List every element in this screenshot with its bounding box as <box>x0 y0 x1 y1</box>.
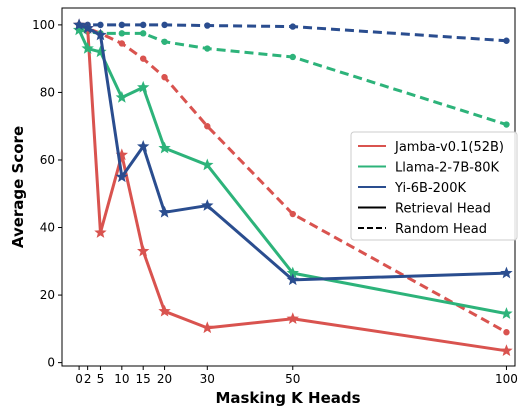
data-point <box>503 329 510 336</box>
data-point <box>137 80 150 93</box>
x-tick-label: 15 <box>136 372 151 386</box>
data-point <box>118 40 126 47</box>
data-point <box>289 53 296 61</box>
data-point <box>139 55 147 62</box>
data-point <box>500 266 513 279</box>
legend-label: Random Head <box>395 222 487 237</box>
data-point <box>115 148 129 161</box>
x-tick-label: 100 <box>495 372 518 386</box>
data-point <box>118 21 126 29</box>
legend-box <box>350 131 518 241</box>
data-point <box>201 158 214 171</box>
data-point <box>118 30 126 37</box>
data-point <box>289 210 296 218</box>
legend-label: Retrieval Head <box>395 202 491 217</box>
data-point <box>204 22 211 29</box>
data-point <box>503 121 510 128</box>
data-point <box>201 321 214 334</box>
data-point <box>139 21 147 29</box>
data-point <box>161 21 168 29</box>
data-point <box>201 199 214 211</box>
x-axis-ticks: 0 2 5 10 15 20 30 50 100 <box>75 366 518 386</box>
y-tick-label: 40 <box>40 221 55 235</box>
data-point <box>161 74 168 81</box>
data-point <box>72 18 86 31</box>
data-point <box>94 226 107 238</box>
y-tick-label: 80 <box>40 85 55 99</box>
data-point <box>289 23 296 30</box>
x-tick-label: 2 <box>84 372 92 386</box>
series-llama-2-7b-80k-retrieval <box>72 23 513 319</box>
data-point <box>72 23 86 36</box>
data-point <box>81 21 94 34</box>
data-point <box>503 37 510 44</box>
data-point <box>94 28 107 41</box>
legend-label: Jamba-v0.1(52B) <box>394 140 504 155</box>
data-point <box>500 344 513 357</box>
data-point <box>81 42 94 54</box>
y-axis-label: Average Score <box>9 126 27 248</box>
y-axis-ticks: 0 20 40 60 80 100 <box>32 18 62 370</box>
y-tick-label: 60 <box>40 153 55 167</box>
x-tick-label: 50 <box>285 372 300 386</box>
data-point <box>500 307 513 319</box>
x-tick-label: 10 <box>114 372 129 386</box>
data-point <box>137 139 150 152</box>
y-tick-label: 0 <box>47 356 55 370</box>
x-tick-label: 0 <box>75 372 83 386</box>
x-tick-label: 20 <box>157 372 172 386</box>
data-point <box>161 38 168 45</box>
data-point <box>286 273 299 286</box>
data-point <box>158 304 171 317</box>
data-point <box>286 266 299 279</box>
legend: Jamba-v0.1(52B) Llama-2-7B-80K Yi-6B-200K R… <box>350 131 518 241</box>
data-point <box>115 91 129 103</box>
data-point <box>286 312 299 324</box>
legend-label: Llama-2-7B-80K <box>395 161 500 176</box>
data-point <box>94 45 107 58</box>
x-tick-label: 5 <box>97 372 105 386</box>
x-tick-label: 30 <box>200 372 215 386</box>
data-point <box>204 123 211 130</box>
series-yi-6b-200k-retrieval <box>72 18 513 286</box>
data-point <box>158 205 171 218</box>
data-point <box>139 30 147 37</box>
x-axis-label: Masking K Heads <box>215 389 360 406</box>
data-point <box>97 21 104 29</box>
y-tick-label: 100 <box>32 18 55 32</box>
legend-label: Yi-6B-200K <box>394 181 466 196</box>
data-point <box>204 45 211 52</box>
data-point <box>115 170 129 183</box>
data-point <box>137 244 150 257</box>
y-tick-label: 20 <box>40 288 55 302</box>
data-point <box>158 141 171 154</box>
series-layer <box>72 18 513 357</box>
